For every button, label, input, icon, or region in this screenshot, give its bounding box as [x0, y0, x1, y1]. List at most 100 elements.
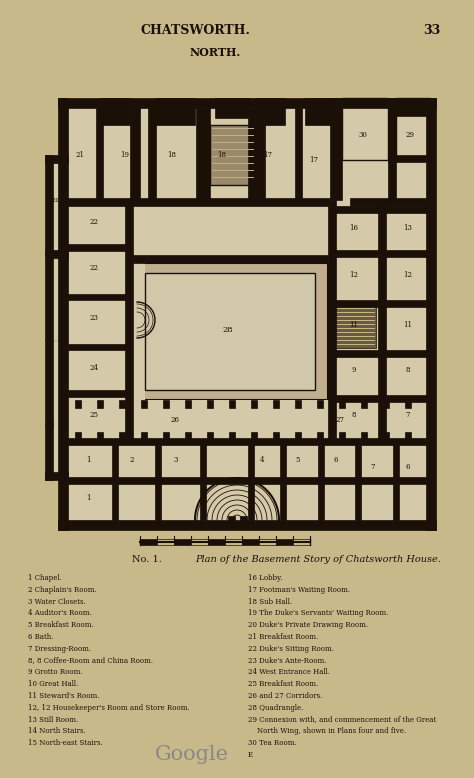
Bar	[330, 395, 378, 402]
Text: 22: 22	[90, 218, 99, 226]
Bar	[396, 98, 430, 160]
Text: 4 Auditor's Room.: 4 Auditor's Room.	[28, 609, 92, 618]
Text: North Wing, shown in Plans four and five.: North Wing, shown in Plans four and five…	[248, 727, 406, 735]
Text: 17: 17	[264, 151, 273, 159]
Bar	[191, 539, 208, 545]
Text: 5: 5	[296, 456, 300, 464]
Bar	[133, 263, 145, 400]
Bar	[68, 244, 128, 251]
Bar	[405, 400, 411, 408]
Bar	[45, 155, 68, 163]
Text: 24: 24	[90, 364, 99, 372]
Text: NORTH.: NORTH.	[190, 47, 241, 58]
Text: 25: 25	[90, 411, 99, 419]
Bar	[155, 445, 161, 520]
Text: 21: 21	[75, 151, 84, 159]
Text: No. 1.: No. 1.	[132, 555, 162, 563]
Bar	[140, 539, 157, 545]
Bar	[145, 273, 315, 390]
Bar	[207, 432, 213, 440]
Bar	[305, 98, 335, 125]
Bar	[295, 400, 301, 408]
Text: 13: 13	[403, 224, 412, 232]
Bar	[386, 250, 435, 257]
Text: Google: Google	[155, 745, 229, 763]
Bar	[378, 206, 386, 440]
Bar	[273, 400, 279, 408]
Bar	[68, 390, 128, 397]
Bar	[251, 432, 257, 440]
Bar	[229, 432, 235, 440]
Bar	[225, 539, 242, 545]
Bar	[295, 108, 302, 200]
Bar	[68, 108, 426, 200]
Bar	[58, 98, 436, 530]
Text: 11 Steward's Room.: 11 Steward's Room.	[28, 692, 100, 700]
Bar	[45, 340, 53, 425]
Bar	[125, 200, 133, 440]
Text: 7: 7	[371, 463, 375, 471]
Text: 6: 6	[334, 456, 338, 464]
Bar	[58, 98, 68, 530]
Text: 22: 22	[90, 264, 99, 272]
Bar	[157, 539, 174, 545]
Bar	[141, 432, 147, 440]
Text: 18: 18	[167, 151, 176, 159]
Text: 25 Breakfast Room.: 25 Breakfast Room.	[248, 680, 318, 689]
Bar	[133, 255, 328, 263]
Text: 30: 30	[358, 131, 367, 139]
Bar	[174, 539, 191, 545]
Bar	[396, 98, 426, 200]
Bar	[255, 98, 285, 125]
Bar	[45, 472, 68, 480]
Text: 17 Footman's Waiting Room.: 17 Footman's Waiting Room.	[248, 586, 350, 594]
Bar	[317, 400, 323, 408]
Text: 24 West Entrance Hall.: 24 West Entrance Hall.	[248, 668, 330, 676]
Bar	[163, 400, 169, 408]
Bar	[276, 539, 293, 545]
Text: 21: 21	[52, 198, 60, 202]
Text: 13 Still Room.: 13 Still Room.	[28, 716, 78, 724]
Bar	[45, 260, 68, 340]
Bar	[45, 250, 68, 258]
Bar	[200, 445, 206, 520]
Bar	[248, 108, 255, 200]
Bar	[386, 300, 435, 307]
Text: 6 Bath.: 6 Bath.	[28, 633, 54, 641]
Bar	[361, 400, 367, 408]
Bar	[58, 98, 436, 108]
Bar	[388, 98, 396, 200]
Text: 1: 1	[86, 494, 90, 502]
Bar	[155, 98, 195, 125]
Bar	[68, 344, 128, 350]
Bar	[293, 539, 310, 545]
Text: 19 The Duke's Servants' Waiting Room.: 19 The Duke's Servants' Waiting Room.	[248, 609, 388, 618]
Bar	[68, 206, 130, 440]
Bar	[133, 263, 328, 400]
Text: 7: 7	[406, 411, 410, 419]
Bar	[68, 400, 426, 442]
Text: 8, 8 Coffee-Room and China Room.: 8, 8 Coffee-Room and China Room.	[28, 657, 153, 664]
Text: 22 Duke's Sitting Room.: 22 Duke's Sitting Room.	[248, 645, 334, 653]
Text: 8: 8	[352, 411, 356, 419]
Bar	[96, 108, 103, 200]
Bar	[185, 400, 191, 408]
Bar	[335, 305, 376, 348]
Text: 20 Duke's Private Drawing Room.: 20 Duke's Private Drawing Room.	[248, 621, 368, 629]
Bar	[45, 155, 68, 255]
Bar	[328, 200, 336, 440]
Text: 10 Great Hall.: 10 Great Hall.	[28, 680, 78, 689]
Bar	[97, 400, 103, 408]
Bar	[405, 432, 411, 440]
Bar	[251, 400, 257, 408]
Text: E: E	[248, 751, 253, 759]
Bar	[45, 423, 53, 480]
Text: 3: 3	[174, 456, 178, 464]
Bar	[119, 400, 125, 408]
Bar	[97, 432, 103, 440]
Bar	[339, 400, 345, 408]
Bar	[100, 98, 130, 125]
Text: 5 Breakfast Room.: 5 Breakfast Room.	[28, 621, 94, 629]
Text: 4: 4	[260, 456, 264, 464]
Bar	[393, 445, 399, 520]
